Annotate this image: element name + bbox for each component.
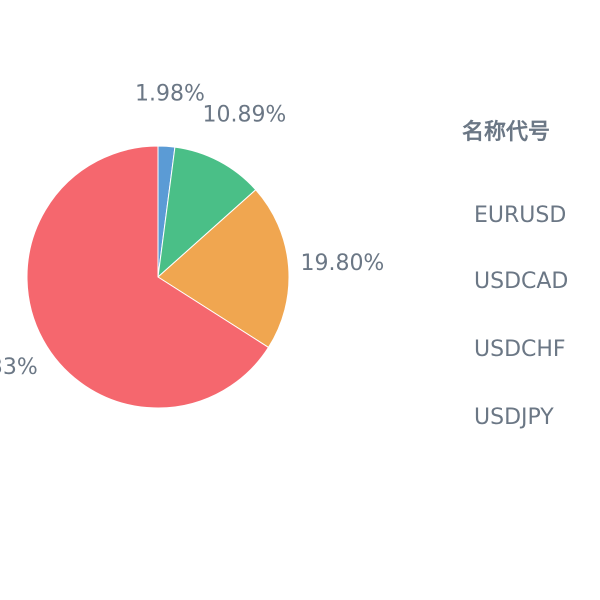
legend-title: 名称代号 bbox=[462, 120, 551, 145]
slice-label-usdcad: 10.89% bbox=[202, 102, 286, 127]
legend-item-eurusd[interactable]: EURUSD bbox=[474, 203, 567, 228]
pie-slice-usdcad[interactable] bbox=[157, 146, 257, 279]
pie-slice-usdjpy[interactable] bbox=[26, 145, 270, 409]
pie-slice-usdchf[interactable] bbox=[157, 189, 290, 349]
legend-item-usdcad[interactable]: USDCAD bbox=[474, 269, 569, 294]
slice-label-usdjpy: 63.33% bbox=[0, 355, 38, 380]
slice-label-eurusd: 1.98% bbox=[135, 81, 205, 106]
pie-slices bbox=[26, 145, 290, 409]
pie-labels: 1.98%10.89% 19.80% 63.33% bbox=[0, 81, 384, 380]
slice-label-usdchf: 19.80% bbox=[300, 251, 384, 276]
legend-item-usdchf[interactable]: USDCHF bbox=[474, 337, 566, 362]
legend: 名称代号 EURUSD USDCAD USDCHF USDJPY bbox=[462, 116, 568, 430]
legend-item-usdjpy[interactable]: USDJPY bbox=[474, 405, 554, 430]
